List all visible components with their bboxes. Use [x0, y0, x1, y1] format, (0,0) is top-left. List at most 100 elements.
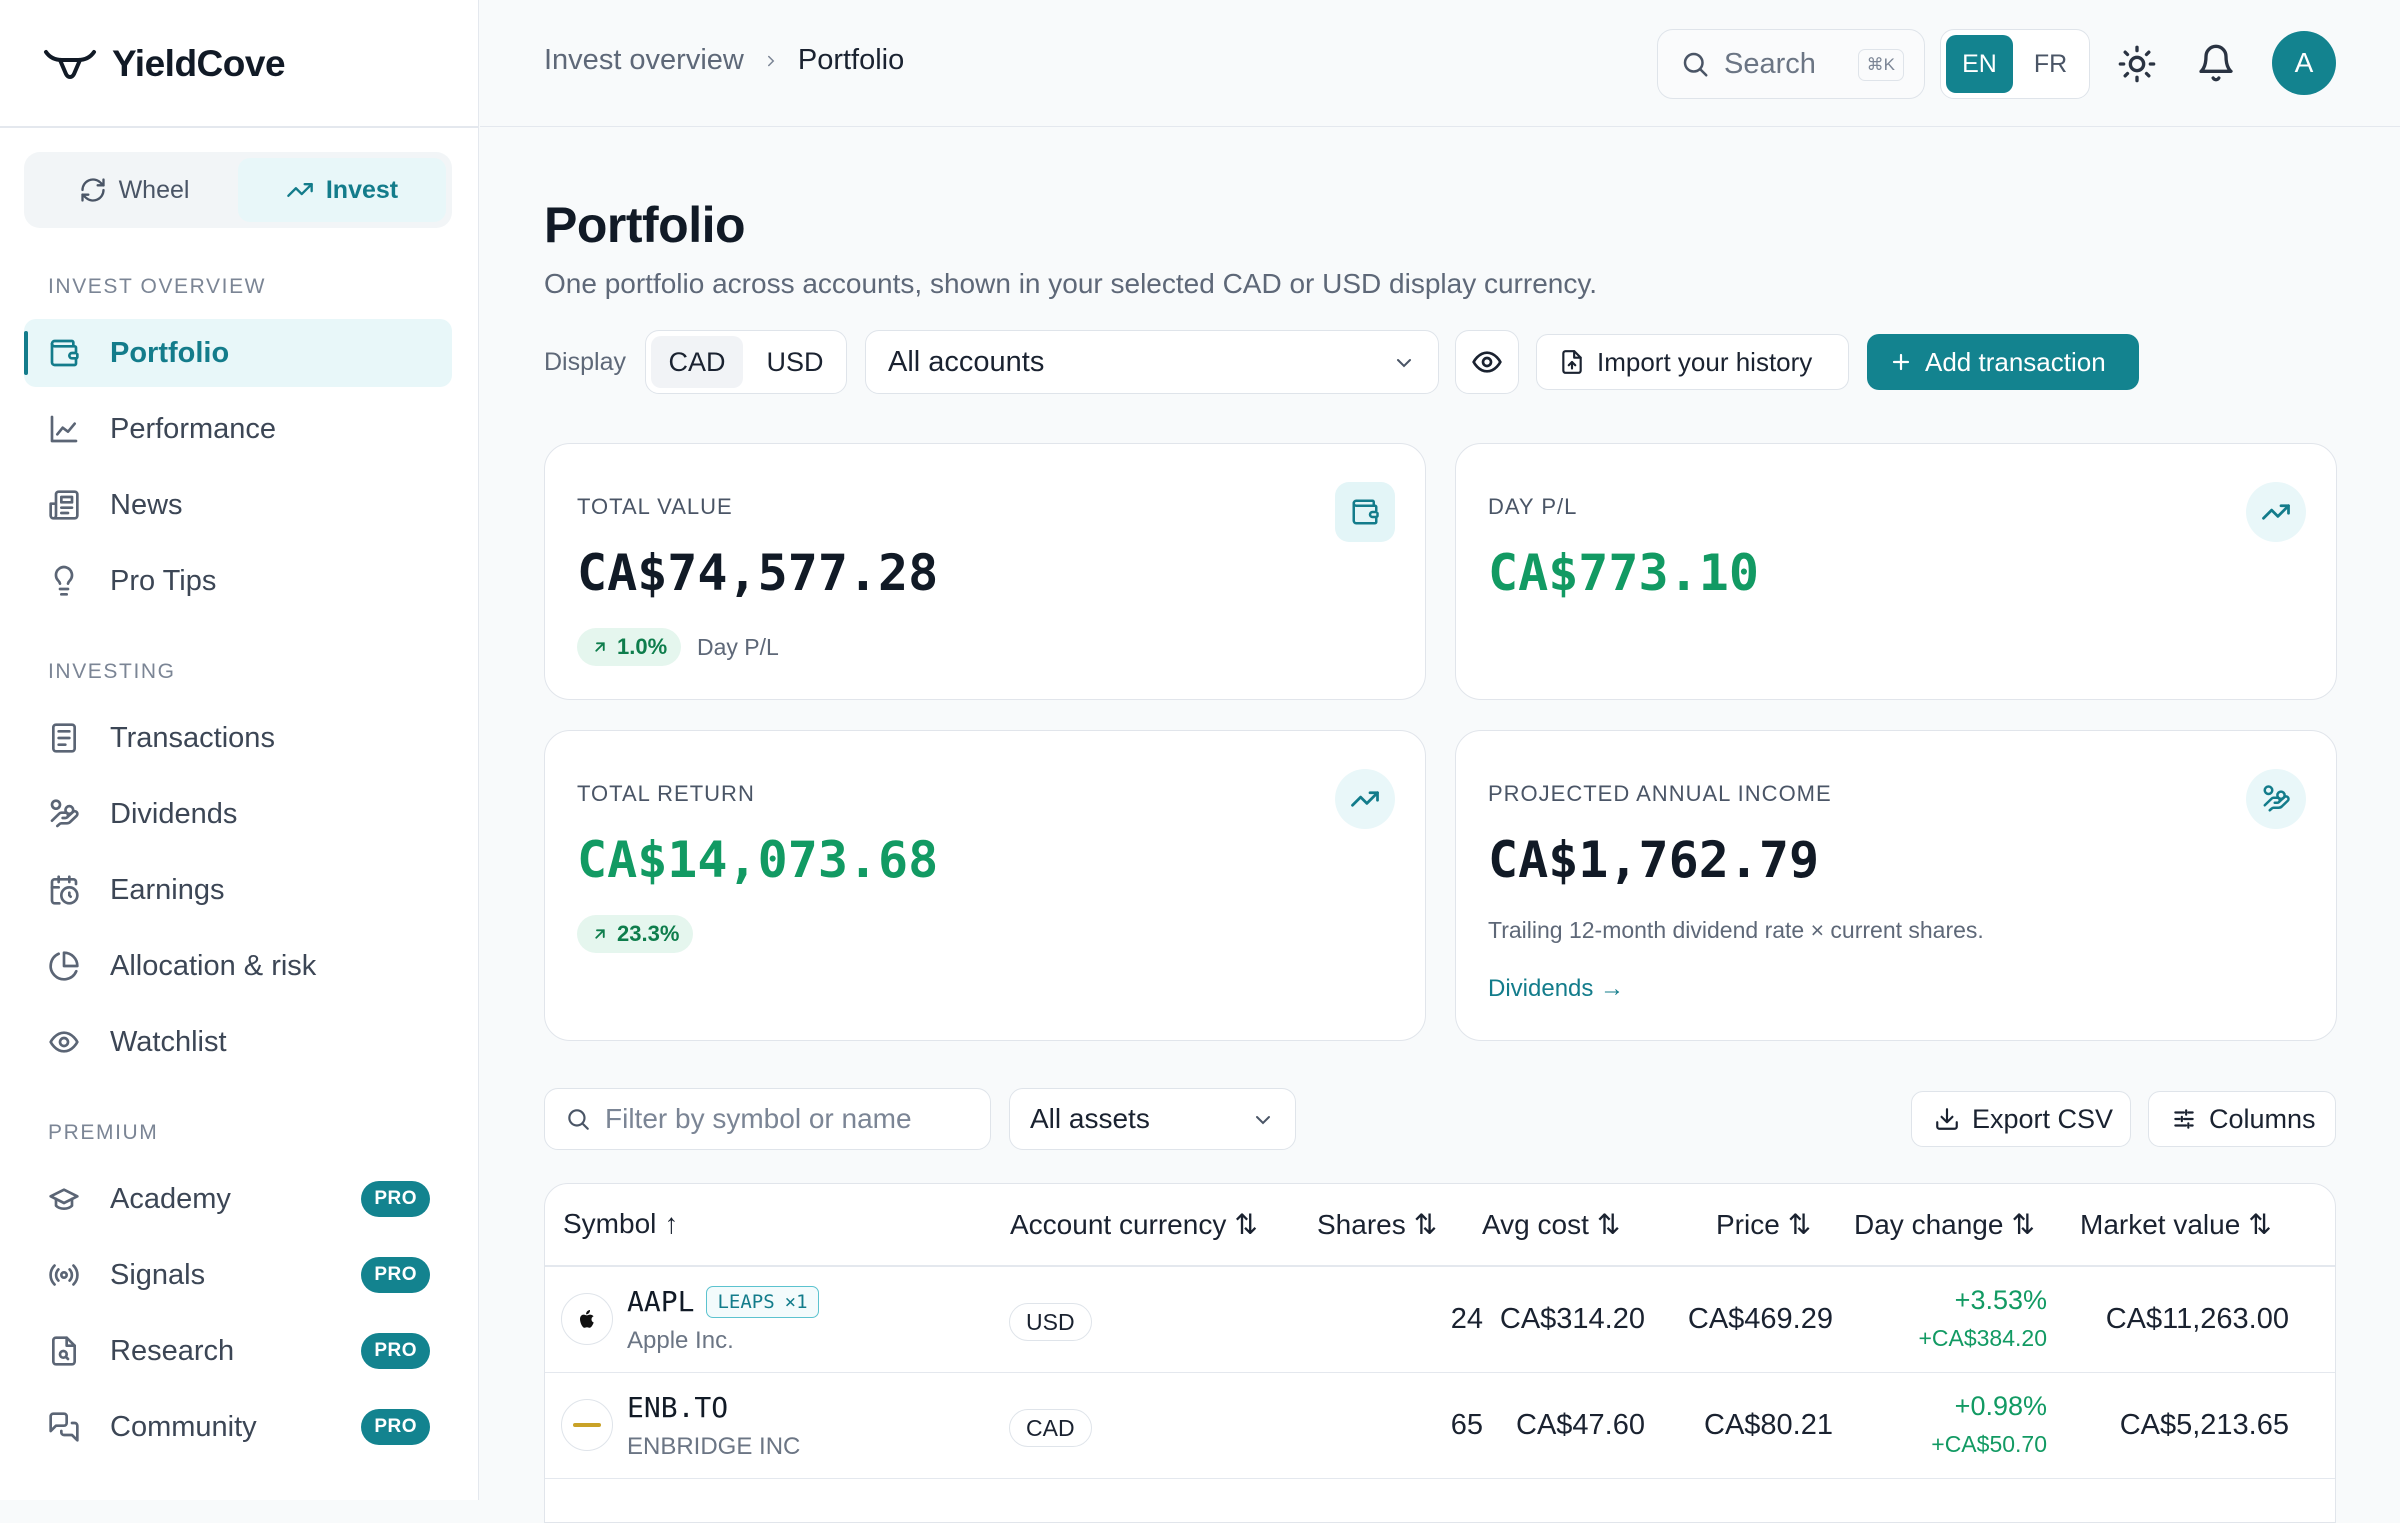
day-change-pct: +3.53% — [1954, 1285, 2047, 1315]
sidebar-divider — [0, 126, 479, 128]
card-projected-income: PROJECTED ANNUAL INCOME CA$1,762.79 Trai… — [1455, 730, 2337, 1041]
column-header-market-value[interactable]: Market value ⇅ — [2080, 1208, 2272, 1241]
lang-fr[interactable]: FR — [2033, 49, 2068, 78]
sidebar: YieldCove Wheel Invest INVEST OVERVIEW P… — [0, 0, 479, 1500]
day-change-abs: +CA$50.70 — [1931, 1431, 2047, 1457]
sidebar-item-earnings[interactable]: Earnings — [24, 856, 452, 924]
leaps-tag[interactable]: LEAPS ×1 — [706, 1285, 819, 1318]
company-logo — [561, 1399, 613, 1451]
sort-asc-icon: ↑ — [664, 1208, 679, 1239]
newspaper-icon — [49, 490, 79, 520]
lang-en[interactable]: EN — [1946, 35, 2013, 93]
day-change-abs: +CA$384.20 — [1918, 1325, 2047, 1351]
sidebar-item-pro-tips[interactable]: Pro Tips — [24, 547, 452, 615]
hand-coins-icon — [50, 799, 79, 828]
filter-input[interactable]: Filter by symbol or name — [544, 1088, 991, 1150]
bell-icon[interactable] — [2196, 42, 2236, 84]
holdings-table: Symbol ↑ Account currency ⇅ Shares ⇅ Avg… — [544, 1183, 2336, 1523]
search-shortcut: ⌘K — [1857, 49, 1904, 81]
column-header-avg-cost[interactable]: Avg cost ⇅ — [1482, 1208, 1620, 1241]
apple-logo-icon — [580, 1310, 594, 1328]
sidebar-item-signals[interactable]: Signals PRO — [24, 1241, 452, 1309]
card-day-pl: DAY P/L CA$773.10 — [1455, 443, 2337, 700]
sort-icon: ⇅ — [1787, 1209, 1812, 1240]
currency-cad[interactable]: CAD — [651, 336, 743, 388]
company-name: Apple Inc. — [627, 1327, 734, 1354]
chevron-right-icon — [767, 55, 775, 66]
columns-label: Columns — [2209, 1103, 2316, 1134]
card-label: PROJECTED ANNUAL INCOME — [1488, 781, 1832, 806]
arrow-up-right-icon — [595, 929, 605, 939]
sidebar-item-news[interactable]: News — [24, 471, 452, 539]
add-label: Add transaction — [1925, 346, 2106, 377]
export-csv-button[interactable]: Export CSV — [1911, 1091, 2131, 1147]
avatar[interactable]: A — [2272, 31, 2336, 95]
export-label: Export CSV — [1972, 1103, 2114, 1134]
breadcrumb-current: Portfolio — [797, 44, 905, 76]
company-logo — [561, 1293, 613, 1345]
sidebar-item-allocation-risk[interactable]: Allocation & risk — [24, 932, 452, 1000]
column-header-account-currency[interactable]: Account currency ⇅ — [1010, 1208, 1258, 1241]
market-value-cell: CA$11,263.00 — [2105, 1303, 2289, 1335]
account-select[interactable]: All accounts — [865, 330, 1439, 394]
sidebar-item-label: Signals — [110, 1258, 206, 1291]
line-chart-icon — [50, 415, 78, 443]
sort-icon: ⇅ — [2248, 1209, 2272, 1240]
card-total-return: TOTAL RETURN CA$14,073.68 23.3% — [544, 730, 1426, 1041]
page-title: Portfolio — [544, 197, 746, 253]
column-label: Price — [1716, 1208, 1780, 1240]
change-value: 1.0% — [617, 634, 668, 659]
sidebar-item-watchlist[interactable]: Watchlist — [24, 1008, 452, 1076]
import-history-button[interactable]: Import your history — [1536, 334, 1849, 390]
receipt-icon — [52, 723, 76, 753]
column-header-symbol[interactable]: Symbol ↑ — [563, 1208, 678, 1240]
breadcrumb-link[interactable]: Invest overview — [544, 44, 744, 76]
column-header-day-change[interactable]: Day change ⇅ — [1854, 1208, 2035, 1241]
top-bar: Invest overview Portfolio Search ⌘K EN F… — [480, 0, 2400, 127]
company-name: ENBRIDGE INC — [627, 1433, 801, 1460]
sidebar-item-label: News — [110, 488, 183, 521]
currency-usd[interactable]: USD — [766, 346, 824, 377]
table-row[interactable]: ENB.TO ENBRIDGE INC CAD 65 CA$47.60 CA$8… — [545, 1373, 2335, 1479]
card-icon — [1335, 482, 1395, 542]
chevron-down-icon — [1256, 1116, 1270, 1125]
add-transaction-button[interactable]: Add transaction — [1867, 334, 2139, 390]
pro-badge: PRO — [361, 1257, 430, 1293]
card-total-value: TOTAL VALUE CA$74,577.28 1.0% Day P/L — [544, 443, 1426, 700]
table-row[interactable]: AAPL LEAPS ×1 Apple Inc. USD 24 CA$314.2… — [545, 1267, 2335, 1373]
sidebar-item-research[interactable]: Research PRO — [24, 1317, 452, 1385]
import-label: Import your history — [1597, 346, 1813, 377]
sidebar-item-academy[interactable]: Academy PRO — [24, 1165, 452, 1233]
sidebar-item-label: Performance — [110, 412, 277, 445]
tag-count: ×1 — [784, 1290, 808, 1313]
column-header-shares[interactable]: Shares ⇅ — [1317, 1208, 1437, 1241]
sidebar-item-community[interactable]: Community PRO — [24, 1393, 452, 1461]
toggle-visibility-button[interactable] — [1455, 330, 1519, 394]
columns-button[interactable]: Columns — [2148, 1091, 2336, 1147]
column-header-price[interactable]: Price ⇅ — [1716, 1208, 1811, 1241]
sidebar-item-portfolio[interactable]: Portfolio — [24, 319, 452, 387]
header-divider — [545, 1265, 2335, 1267]
sort-icon: ⇅ — [1234, 1209, 1258, 1240]
pro-badge: PRO — [361, 1333, 430, 1369]
price-cell: CA$80.21 — [1704, 1409, 1833, 1441]
sidebar-item-transactions[interactable]: Transactions — [24, 704, 452, 772]
search-button[interactable]: Search ⌘K — [1657, 29, 1925, 99]
pie-chart-icon — [49, 951, 79, 981]
asset-select[interactable]: All assets — [1009, 1088, 1296, 1150]
app-logo[interactable]: YieldCove — [42, 40, 286, 88]
sidebar-item-performance[interactable]: Performance — [24, 395, 452, 463]
sun-icon[interactable] — [2117, 44, 2157, 84]
dividends-link[interactable]: Dividends → — [1488, 975, 1625, 1002]
section-title-invest-overview: INVEST OVERVIEW — [48, 275, 267, 298]
filter-placeholder: Filter by symbol or name — [605, 1103, 912, 1134]
mode-wheel[interactable]: Wheel — [30, 158, 238, 222]
wallet-icon — [1352, 499, 1379, 525]
sidebar-item-dividends[interactable]: Dividends — [24, 780, 452, 848]
sidebar-item-label: Research — [110, 1334, 235, 1367]
total-value: CA$74,577.28 — [577, 544, 939, 602]
mode-invest[interactable]: Invest — [238, 158, 446, 222]
graduation-cap-icon — [49, 1188, 79, 1210]
sort-icon: ⇅ — [1596, 1209, 1621, 1240]
symbol-cell: AAPL LEAPS ×1 — [627, 1285, 819, 1318]
